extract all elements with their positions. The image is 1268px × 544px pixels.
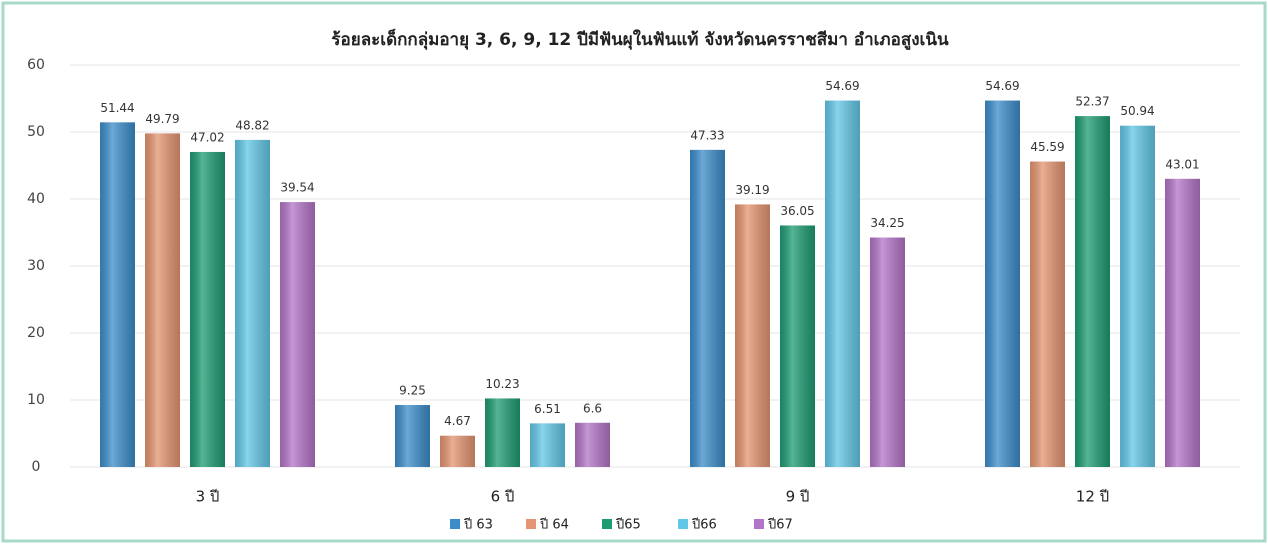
data-label: 6.6 [583,401,602,415]
bar [985,100,1020,468]
legend-label: ปี65 [615,517,641,533]
y-tick-label: 40 [27,191,45,207]
bar [395,405,430,467]
data-label: 39.19 [735,183,769,197]
legend-swatch [678,519,688,529]
bar [825,100,860,468]
legend-label: ปี67 [767,517,793,533]
bar [145,133,180,468]
bar [735,204,770,467]
data-label: 43.01 [1165,157,1199,171]
data-label: 48.82 [235,118,269,132]
legend-label: ปี 63 [463,517,493,533]
bar [485,398,520,467]
bar [100,122,135,468]
chart-title: ร้อยละเด็กกลุ่มอายุ 3, 6, 9, 12 ปีมีฟันผ… [331,27,949,51]
x-tick-label: 9 ปี [786,488,810,506]
data-label: 45.59 [1030,140,1064,154]
y-tick-label: 30 [27,258,45,274]
data-label: 50.94 [1120,104,1154,118]
x-tick-label: 3 ปี [196,488,220,506]
data-label: 9.25 [399,384,426,398]
bar [1165,178,1200,467]
bar [1030,161,1065,467]
bar [575,422,610,467]
bar [690,149,725,467]
bar [870,237,905,467]
legend-swatch [602,519,612,529]
data-label: 49.79 [145,112,179,126]
y-tick-label: 50 [27,124,45,140]
bar [530,423,565,467]
bar [1120,125,1155,468]
data-label: 54.69 [825,79,859,93]
data-label: 34.25 [870,216,904,230]
bar [190,151,225,467]
bar [780,225,815,467]
y-tick-label: 10 [27,392,45,408]
data-label: 51.44 [100,101,134,115]
data-label: 52.37 [1075,95,1109,109]
y-tick-label: 60 [27,57,45,73]
data-label: 36.05 [780,204,814,218]
bar [280,202,315,467]
y-tick-label: 20 [27,325,45,341]
bar [440,435,475,467]
legend-label: ปี 64 [539,517,569,533]
x-tick-label: 12 ปี [1076,488,1109,506]
bar [1075,116,1110,467]
legend-swatch [450,519,460,529]
legend-swatch [754,519,764,529]
y-tick-label: 0 [32,459,41,475]
bar [235,139,270,467]
legend-swatch [526,519,536,529]
data-label: 47.02 [190,130,224,144]
data-label: 4.67 [444,414,471,428]
legend-label: ปี66 [691,517,717,533]
data-label: 54.69 [985,79,1019,93]
data-label: 47.33 [690,128,724,142]
x-tick-label: 6 ปี [491,488,515,506]
data-label: 10.23 [485,377,519,391]
data-label: 39.54 [280,181,314,195]
data-label: 6.51 [534,402,561,416]
